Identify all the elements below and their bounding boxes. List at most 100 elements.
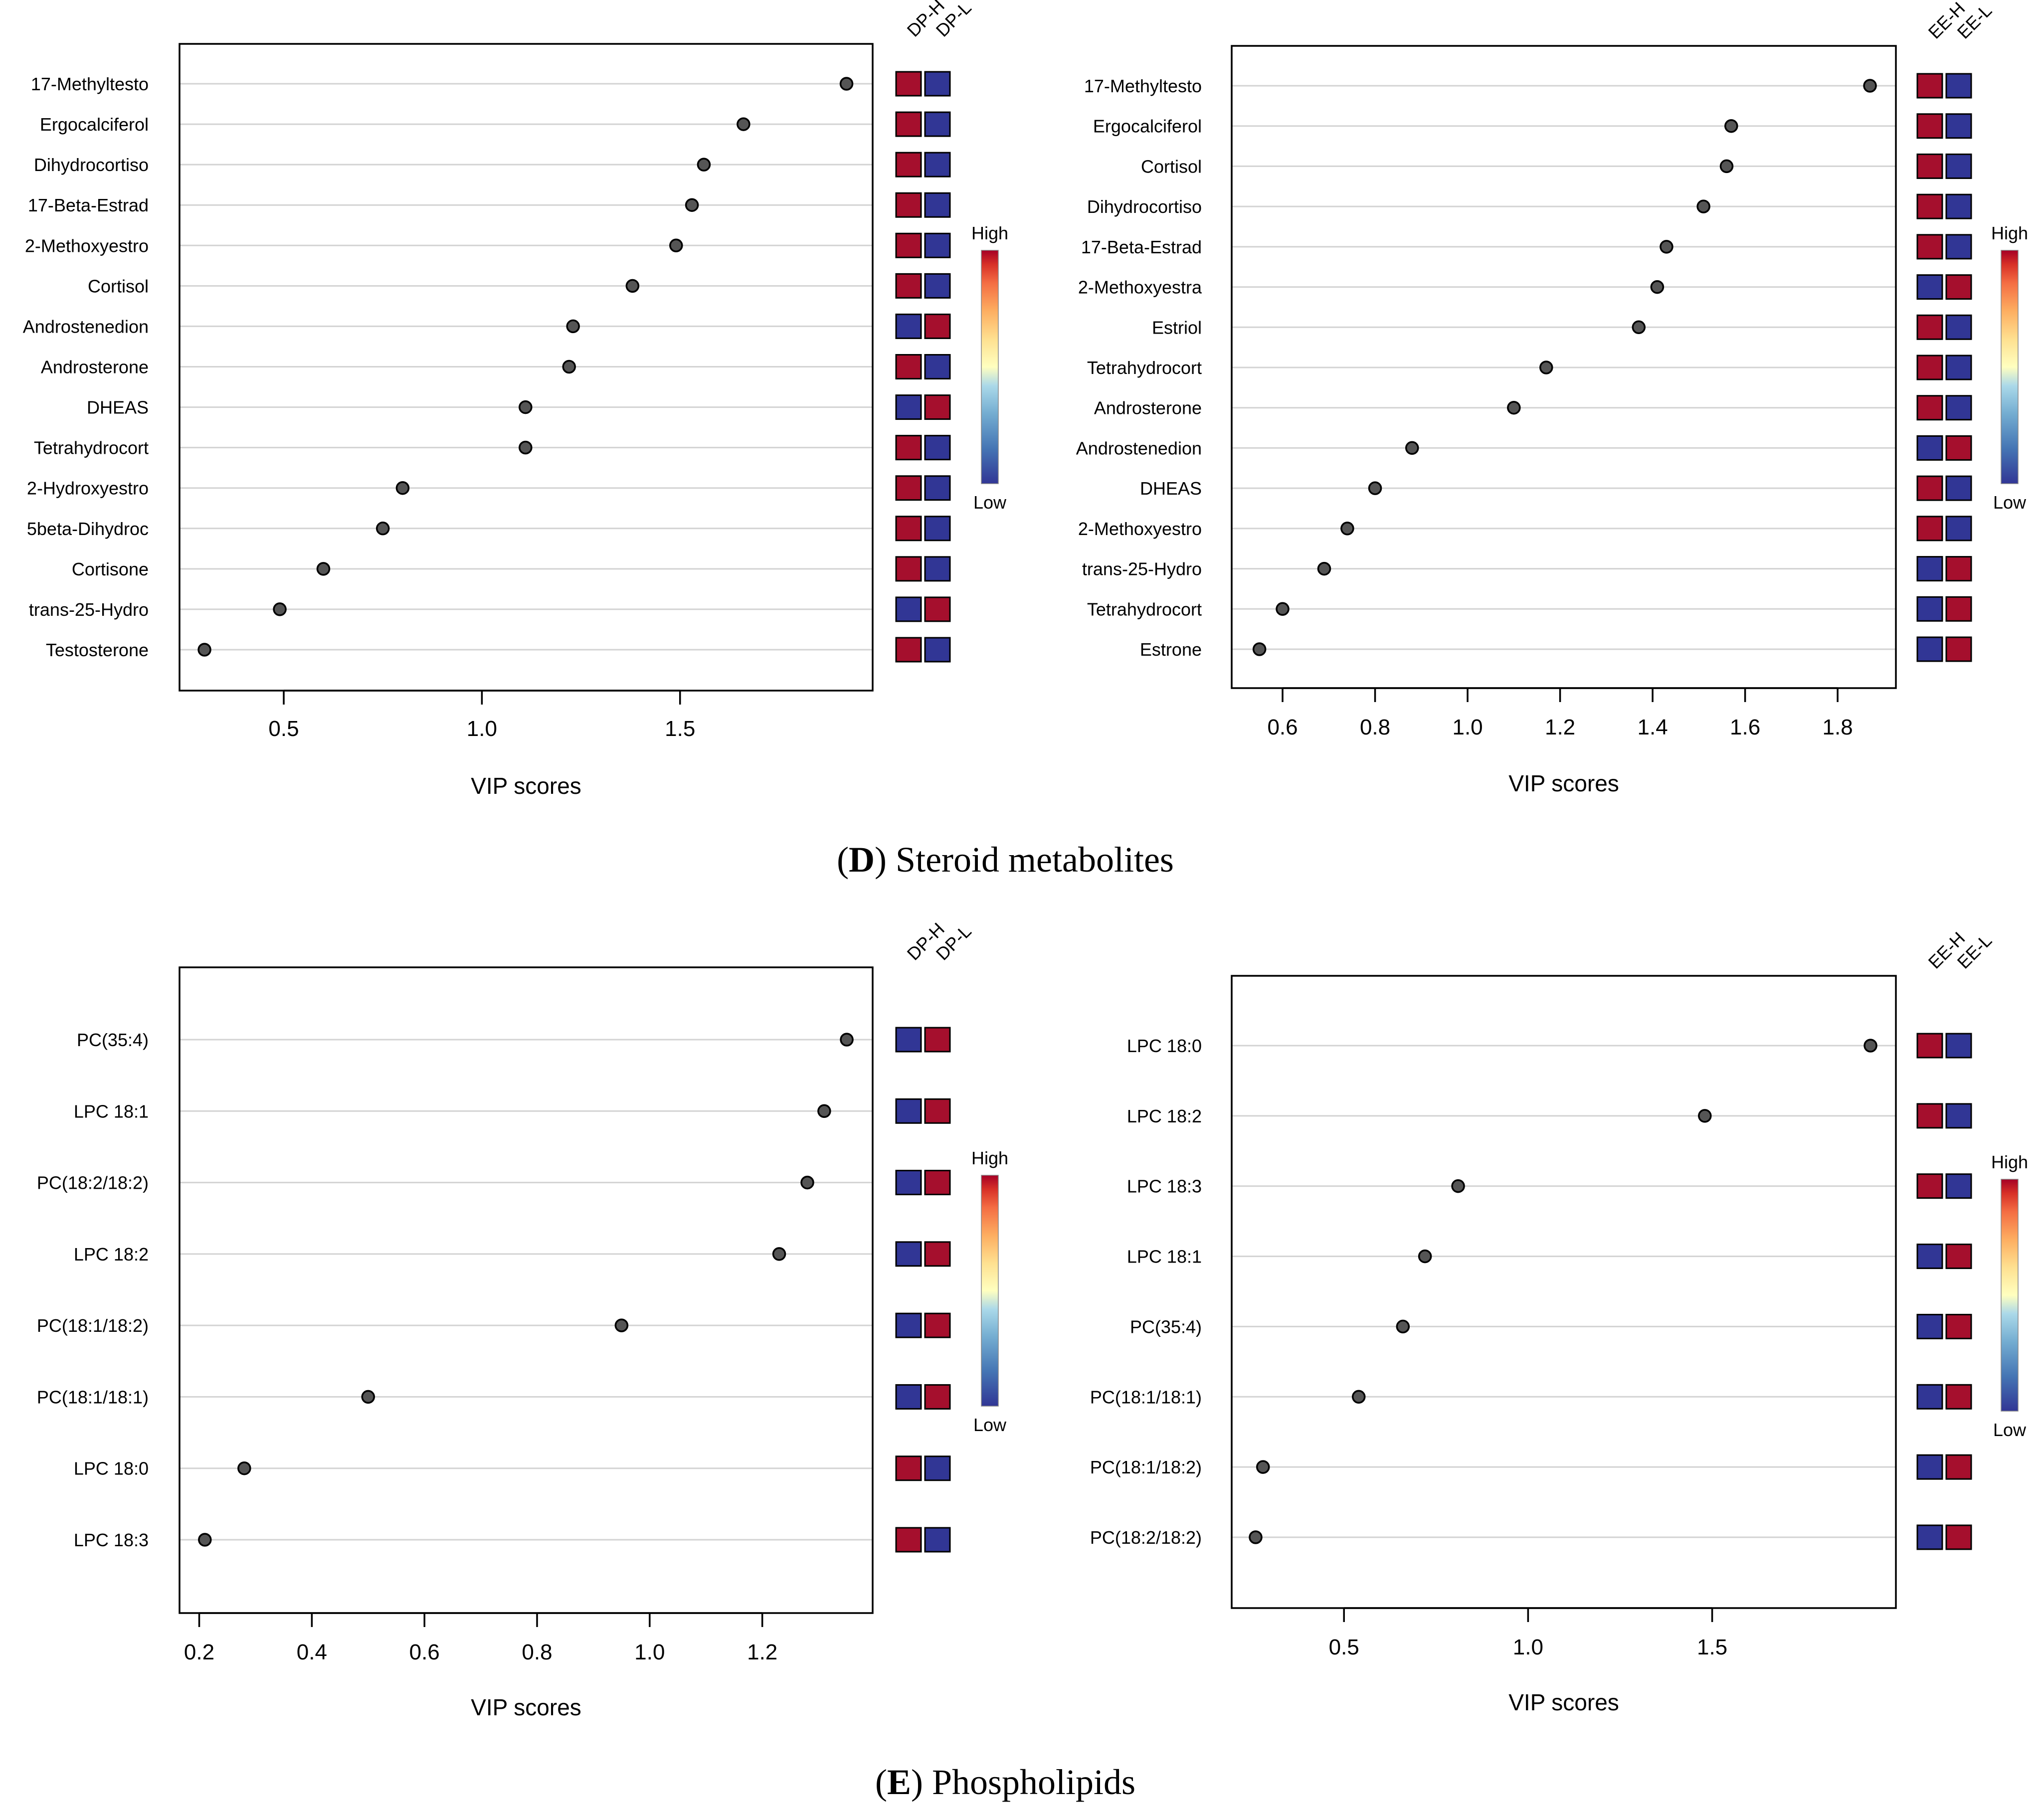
x-tick-label: 1.0 <box>1513 1635 1543 1659</box>
vip-point <box>697 158 711 172</box>
legend-high-label: High <box>971 223 1008 243</box>
heat-cell-dp-h <box>895 313 922 339</box>
vip-point <box>1719 159 1734 174</box>
vip-point <box>1863 79 1877 93</box>
heat-cell-dp-l <box>924 1312 951 1338</box>
heat-cell-ee-h <box>1916 1244 1943 1270</box>
vip-point <box>1660 240 1673 254</box>
heat-cell-ee-l <box>1945 1033 1972 1059</box>
x-tick-label: 1.6 <box>1730 715 1760 739</box>
panel-ee-phospholipids: LPC 18:0 LPC 18:2 LPC 18:3 LPC 18:1 PC(35:4)… <box>1090 928 2028 1715</box>
vip-point <box>1507 400 1521 415</box>
heat-cell-ee-h <box>1916 475 1943 501</box>
heat-cell-dp-l <box>924 516 951 542</box>
metabolite-label: LPC 18:0 <box>74 1458 149 1479</box>
color-scale-bar <box>2001 1179 2019 1412</box>
metabolite-label: Tetrahydrocort <box>1087 358 1202 378</box>
heat-cell-ee-l <box>1945 1454 1972 1480</box>
heat-cell-dp-l <box>924 1527 951 1553</box>
vip-point <box>614 1318 629 1332</box>
x-tick-label: 0.6 <box>409 1640 440 1664</box>
plot-frame <box>1231 975 1897 1609</box>
x-tick-label: 0.5 <box>268 717 299 741</box>
heat-cell-dp-l <box>924 1384 951 1410</box>
vip-point <box>1276 602 1290 616</box>
metabolite-label: Ergocalciferol <box>40 114 149 135</box>
heat-cell-dp-h <box>895 354 922 379</box>
heat-cell-dp-h <box>895 556 922 582</box>
heat-cell-dp-h <box>895 516 922 542</box>
metabolite-label: 5beta-Dihydroc <box>27 519 149 539</box>
heat-cell-dp-h <box>895 637 922 663</box>
vip-point <box>1539 361 1553 374</box>
metabolite-label: DHEAS <box>87 397 149 418</box>
heat-cell-ee-h <box>1916 274 1943 300</box>
heat-cell-dp-l <box>924 313 951 339</box>
heat-cell-ee-l <box>1945 314 1972 340</box>
heat-cell-dp-h <box>895 394 922 420</box>
vip-point <box>1249 1530 1263 1544</box>
heat-cell-ee-l <box>1945 1244 1972 1270</box>
panel-dp-phospholipids: PC(35:4) LPC 18:1 PC(18:2/18:2) LPC 18:2 PC(… <box>37 918 1008 1720</box>
heat-cell-dp-h <box>895 1455 922 1481</box>
heat-cell-dp-h <box>895 1384 922 1410</box>
metabolite-label: LPC 18:3 <box>74 1530 149 1550</box>
heat-cell-dp-l <box>924 637 951 663</box>
metabolite-label: LPC 18:1 <box>74 1101 149 1121</box>
color-scale-bar <box>981 250 999 484</box>
heat-cell-dp-h <box>895 1527 922 1553</box>
metabolite-label: LPC 18:2 <box>74 1244 149 1265</box>
heat-cell-ee-h <box>1916 1384 1943 1410</box>
heat-cell-ee-l <box>1945 475 1972 501</box>
vip-point <box>1396 1319 1410 1334</box>
metabolite-label: PC(18:2/18:2) <box>1090 1527 1202 1548</box>
x-tick-label: 0.2 <box>184 1640 214 1664</box>
metabolite-label: PC(35:4) <box>1130 1316 1202 1337</box>
x-axis-label: VIP scores <box>471 773 581 799</box>
heat-cell-dp-h <box>895 596 922 622</box>
heat-cell-dp-l <box>924 1241 951 1267</box>
vip-point <box>1696 199 1710 213</box>
heat-cell-ee-h <box>1916 1524 1943 1550</box>
heat-cell-dp-h <box>895 152 922 178</box>
heat-cell-ee-h <box>1916 395 1943 421</box>
metabolite-label: LPC 18:0 <box>1127 1036 1202 1056</box>
heat-cell-ee-l <box>1945 435 1972 461</box>
heat-cell-dp-l <box>924 596 951 622</box>
panel-ee-steroids: 17-Methyltesto Ergocalciferol Cortisol Dihy… <box>1076 0 2028 796</box>
x-tick-label: 1.5 <box>1697 1635 1727 1659</box>
legend-low-label: Low <box>973 1415 1007 1435</box>
heat-cell-ee-l <box>1945 153 1972 179</box>
metabolite-label: PC(18:2/18:2) <box>37 1173 149 1193</box>
x-tick-label: 1.0 <box>634 1640 665 1664</box>
vip-point <box>1256 1460 1270 1474</box>
metabolite-label: Cortisone <box>72 559 149 579</box>
heat-cell-ee-h <box>1916 1103 1943 1129</box>
heat-cell-ee-l <box>1945 1384 1972 1410</box>
metabolite-label: Tetrahydrocort <box>1087 599 1202 619</box>
vip-point <box>237 1461 251 1475</box>
x-tick-label: 1.2 <box>747 1640 777 1664</box>
vip-point <box>519 440 533 455</box>
legend-low-label: Low <box>973 492 1007 513</box>
heat-cell-dp-h <box>895 111 922 137</box>
metabolite-label: Dihydrocortiso <box>1087 196 1202 217</box>
vip-point <box>1405 441 1419 455</box>
heat-cell-ee-h <box>1916 193 1943 219</box>
metabolite-label: 2-Hydroxyestro <box>27 478 149 499</box>
heat-cell-dp-l <box>924 1170 951 1196</box>
metabolite-label: trans-25-Hydro <box>1082 559 1202 579</box>
metabolite-label: Estrone <box>1140 639 1202 660</box>
vip-point <box>1340 522 1354 536</box>
vip-point <box>737 117 750 131</box>
x-tick-label: 0.8 <box>522 1640 552 1664</box>
heat-cell-ee-h <box>1916 73 1943 99</box>
x-tick-label: 0.5 <box>1329 1635 1359 1659</box>
heat-cell-ee-h <box>1916 1033 1943 1059</box>
heat-cell-ee-l <box>1945 1524 1972 1550</box>
heat-cell-dp-l <box>924 475 951 501</box>
x-tick-label: 1.5 <box>665 717 695 741</box>
vip-point <box>361 1390 375 1404</box>
vip-point <box>1650 280 1665 294</box>
